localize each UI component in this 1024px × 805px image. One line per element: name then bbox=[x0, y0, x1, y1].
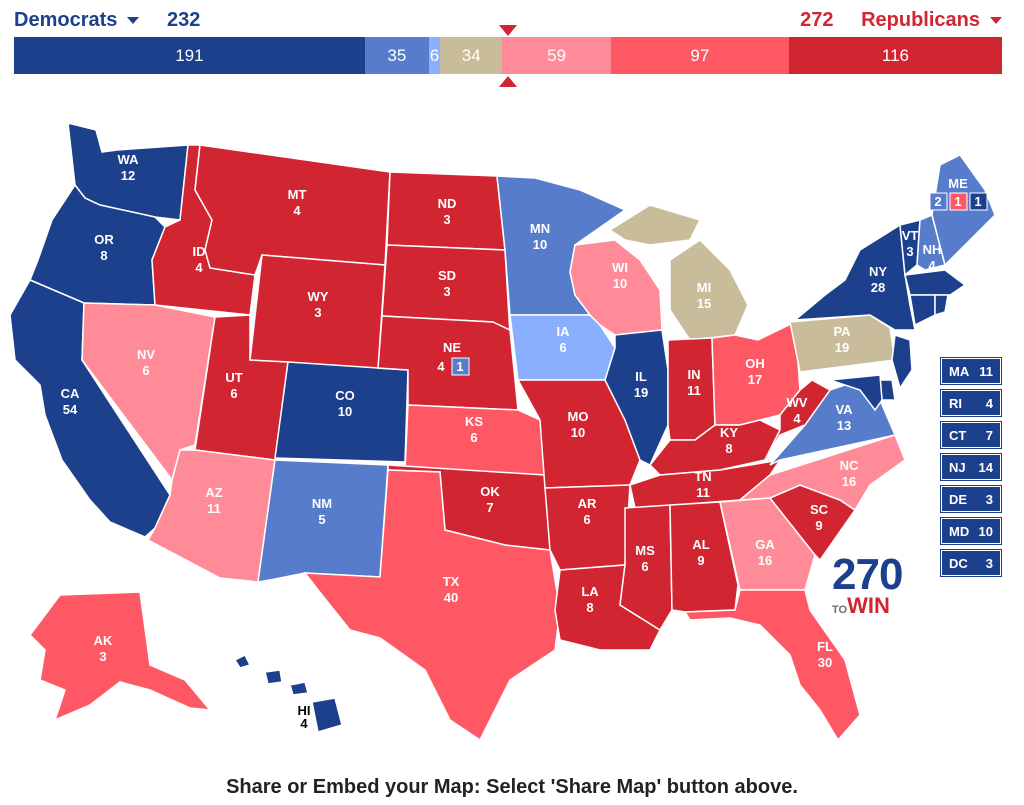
small-state-abbr: DC bbox=[949, 555, 968, 571]
state-WY[interactable] bbox=[249, 254, 386, 371]
small-state-de[interactable]: DE 3 bbox=[940, 485, 1002, 513]
small-state-ev: 3 bbox=[985, 555, 993, 571]
small-state-abbr: DE bbox=[949, 491, 968, 507]
chevron-down-icon bbox=[990, 17, 1002, 25]
us-electoral-map: WA 12 OR 8 CA 54 ID 4 NV 6 MT 4 WY 3 UT 6 AZ 11 C… bbox=[9, 122, 996, 742]
270-marker-top-icon bbox=[499, 25, 517, 36]
small-state-abbr: CT bbox=[949, 427, 967, 443]
small-state-dc[interactable]: DC 3 bbox=[940, 549, 1002, 577]
logo-win: WIN bbox=[847, 593, 890, 618]
state-MI[interactable] bbox=[608, 204, 749, 341]
chevron-down-icon bbox=[127, 17, 140, 25]
state-IL[interactable] bbox=[604, 329, 669, 467]
electoral-vote-bar: 191 35 6 34 59 97 116 bbox=[14, 37, 1002, 74]
state-CA[interactable] bbox=[9, 279, 171, 538]
small-state-ev: 14 bbox=[978, 459, 993, 475]
small-states-list: MA 11 RI 4 CT 7 NJ 14 DE 3 MD 10 DC 3 bbox=[940, 357, 1002, 582]
state-AR[interactable] bbox=[544, 484, 631, 571]
270towin-logo: 270 TOWIN bbox=[832, 550, 903, 619]
bar-segment: 34 bbox=[440, 37, 503, 74]
ne-district-badge[interactable] bbox=[451, 357, 470, 376]
state-FL[interactable] bbox=[683, 589, 861, 742]
small-state-ri[interactable]: RI 4 bbox=[940, 389, 1002, 417]
state-CO[interactable] bbox=[274, 361, 409, 463]
bar-segment: 6 bbox=[429, 37, 441, 74]
small-state-ev: 7 bbox=[985, 427, 993, 443]
small-state-abbr: MA bbox=[949, 363, 970, 379]
state-RI[interactable] bbox=[934, 294, 949, 317]
democrats-total: 232 bbox=[166, 9, 201, 31]
me-district-badge-2[interactable] bbox=[949, 192, 968, 211]
state-NY[interactable] bbox=[792, 223, 916, 331]
state-NC[interactable] bbox=[737, 434, 906, 512]
logo-number: 270 bbox=[832, 550, 903, 599]
state-ND[interactable] bbox=[386, 171, 506, 251]
republicans-label: Republicans bbox=[861, 9, 980, 31]
bar-segment: 116 bbox=[788, 37, 1002, 74]
small-state-ev: 3 bbox=[985, 491, 993, 507]
state-NV[interactable] bbox=[81, 302, 216, 482]
small-state-ev: 11 bbox=[979, 363, 993, 379]
state-NH[interactable] bbox=[916, 213, 946, 271]
state-AK[interactable] bbox=[29, 591, 212, 722]
bar-segment: 191 bbox=[14, 37, 365, 74]
small-state-md[interactable]: MD 10 bbox=[940, 517, 1002, 545]
small-state-ev: 4 bbox=[985, 395, 993, 411]
state-MD[interactable] bbox=[829, 374, 883, 412]
small-state-abbr: RI bbox=[949, 395, 962, 411]
small-state-abbr: NJ bbox=[949, 459, 966, 475]
republicans-dropdown[interactable]: 272 Republicans bbox=[800, 9, 1002, 32]
small-state-abbr: MD bbox=[949, 523, 970, 539]
logo-to: TO bbox=[832, 604, 848, 616]
bar-segment: 97 bbox=[610, 37, 789, 74]
270-marker-bottom-icon bbox=[499, 76, 517, 87]
state-CT[interactable] bbox=[909, 294, 936, 327]
democrats-dropdown[interactable]: Democrats 232 bbox=[14, 9, 200, 32]
state-MT[interactable] bbox=[194, 144, 391, 276]
small-state-ct[interactable]: CT 7 bbox=[940, 421, 1002, 449]
small-state-nj[interactable]: NJ 14 bbox=[940, 453, 1002, 481]
state-KS[interactable] bbox=[404, 404, 546, 476]
democrats-label: Democrats bbox=[14, 9, 118, 31]
share-instructions: Share or Embed your Map: Select 'Share M… bbox=[226, 776, 798, 798]
state-TX[interactable] bbox=[303, 469, 561, 742]
state-MA[interactable] bbox=[904, 269, 967, 296]
state-IN[interactable] bbox=[667, 337, 716, 441]
me-district-badge-3[interactable] bbox=[969, 192, 988, 211]
state-WV[interactable] bbox=[764, 379, 832, 461]
state-PA[interactable] bbox=[789, 314, 896, 373]
state-HI[interactable] bbox=[233, 653, 343, 733]
me-district-badge-1[interactable] bbox=[929, 192, 948, 211]
small-state-ma[interactable]: MA 11 bbox=[940, 357, 1002, 385]
state-NM[interactable] bbox=[257, 459, 389, 583]
state-label-HI: HI 4 bbox=[298, 703, 311, 731]
logo-tagline: TOWIN bbox=[832, 593, 902, 619]
small-state-ev: 10 bbox=[978, 523, 993, 539]
republicans-total: 272 bbox=[800, 9, 834, 31]
state-NJ[interactable] bbox=[891, 333, 913, 390]
bar-segment: 59 bbox=[502, 37, 611, 74]
bar-segment: 35 bbox=[364, 37, 430, 74]
